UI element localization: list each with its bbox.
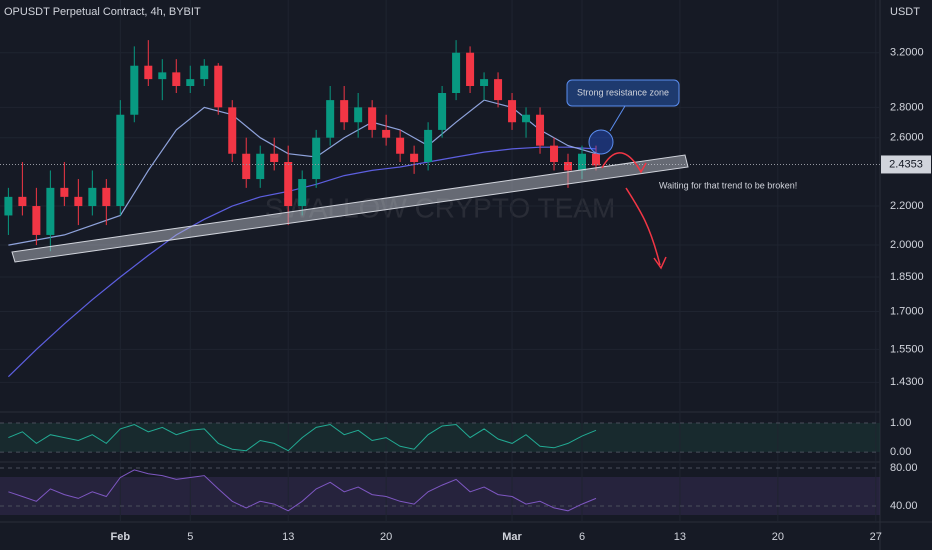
y-tick-label: 1.4300	[890, 376, 924, 388]
candle-body	[591, 153, 600, 166]
projection-arrow	[601, 152, 667, 270]
candle-body	[578, 153, 587, 171]
y-tick-label: 2.0000	[890, 239, 924, 251]
candle-body	[522, 114, 531, 123]
x-tick-label: 27	[870, 531, 882, 543]
candle-body	[340, 100, 349, 123]
y-tick-label: 2.8000	[890, 101, 924, 113]
line-series	[8, 99, 597, 246]
candle-body	[494, 79, 503, 101]
candle-body	[18, 196, 27, 207]
candle-body	[200, 65, 209, 80]
candle-body	[32, 206, 41, 235]
x-tick-label: 13	[674, 531, 686, 543]
y-tick-label: 1.7000	[890, 305, 924, 317]
candle-body	[256, 153, 265, 180]
y-tick-label: 40.00	[890, 500, 918, 512]
candle-body	[480, 79, 489, 87]
candle-body	[214, 65, 223, 108]
y-tick-label: 2.2000	[890, 200, 924, 212]
candle-body	[228, 107, 237, 154]
candle-body	[508, 100, 517, 123]
candle-body	[242, 153, 251, 180]
callout-box	[566, 79, 680, 107]
y-tick-label: 3.2000	[890, 47, 924, 59]
x-tick-label: Feb	[111, 531, 131, 543]
y-tick-label: 1.00	[890, 417, 911, 429]
candle-body	[158, 72, 167, 80]
y-tick-label: 80.00	[890, 462, 918, 474]
candle-body	[116, 114, 125, 207]
candle-body	[382, 129, 391, 138]
candle-body	[536, 114, 545, 146]
trend-channel	[11, 154, 689, 263]
candle-body	[452, 52, 461, 94]
price-tag	[881, 155, 931, 174]
candle-body	[396, 137, 405, 154]
candle-body	[74, 196, 83, 207]
axis-unit: USDT	[890, 6, 920, 18]
candle-body	[102, 187, 111, 207]
candle-body	[172, 72, 181, 87]
candle-body	[438, 93, 447, 130]
x-tick-label: 20	[772, 531, 784, 543]
candle-body	[354, 107, 363, 123]
candle-body	[326, 100, 335, 138]
candle-body	[466, 52, 475, 87]
candle-body	[284, 162, 293, 207]
candle-body	[4, 196, 13, 216]
candle-body	[46, 187, 55, 235]
candle-body	[312, 137, 321, 180]
candle-body	[410, 153, 419, 163]
annotation: Waiting for that trend to be broken!	[659, 180, 797, 190]
candle-body	[60, 187, 69, 197]
candle-body	[270, 153, 279, 163]
indicator-band	[0, 477, 880, 515]
line-series	[8, 423, 597, 452]
candle-body	[144, 65, 153, 80]
x-tick-label: 5	[187, 531, 193, 543]
x-tick-label: 20	[380, 531, 392, 543]
x-tick-label: Mar	[502, 531, 522, 543]
plot-area	[0, 0, 880, 522]
y-tick-label: 1.5500	[890, 343, 924, 355]
chart-title: OPUSDT Perpetual Contract, 4h, BYBIT	[4, 6, 201, 18]
candle-body	[368, 107, 377, 130]
candle-body	[550, 145, 559, 163]
candle-body	[298, 179, 307, 207]
x-tick-label: 13	[282, 531, 294, 543]
candle-body	[424, 129, 433, 163]
price-label: 2.4353	[889, 158, 923, 170]
y-tick-label: 2.6000	[890, 132, 924, 144]
line-series	[8, 469, 597, 512]
y-tick-label: 0.00	[890, 446, 911, 458]
y-tick-label: 1.8500	[890, 271, 924, 283]
candle-body	[564, 162, 573, 171]
candle-body	[88, 187, 97, 207]
callout-line	[609, 105, 626, 132]
candle-body	[186, 79, 195, 87]
candle-body	[130, 65, 139, 115]
resistance-circle	[588, 129, 614, 155]
annotation: Strong resistance zone	[577, 87, 669, 97]
x-tick-label: 6	[579, 531, 585, 543]
